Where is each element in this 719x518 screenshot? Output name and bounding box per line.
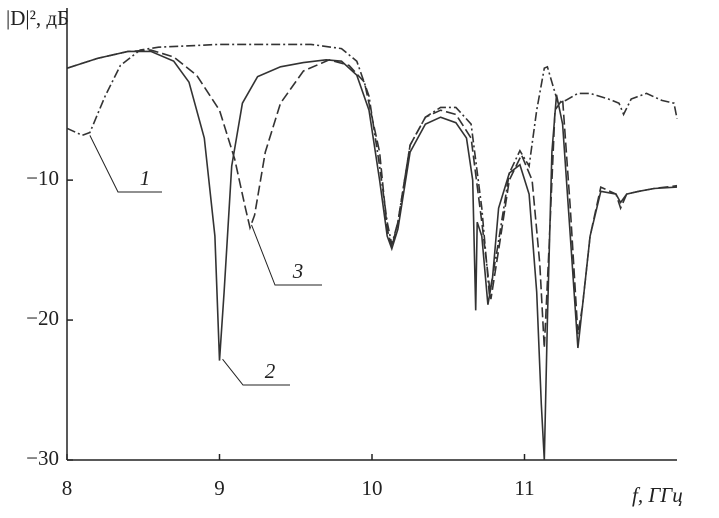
x-tick-label: 9 (214, 476, 225, 500)
x-axis-label: f, ГГц (632, 483, 683, 507)
x-tick-label: 10 (362, 476, 383, 500)
y-axis-label: |D|², дБ (6, 6, 69, 30)
series-label: 1 (140, 166, 151, 190)
y-tick-label: −20 (26, 306, 59, 330)
callout-leader (251, 224, 322, 286)
series-line (66, 49, 678, 349)
x-tick-label: 11 (514, 476, 534, 500)
series-label: 2 (265, 359, 276, 383)
y-tick-label: −10 (26, 166, 59, 190)
series-line (66, 43, 678, 296)
series-line (66, 50, 678, 461)
series-label: 3 (292, 259, 304, 283)
y-tick-label: −30 (26, 446, 59, 470)
x-tick-label: 8 (62, 476, 73, 500)
callout-leader (89, 135, 162, 193)
callout-leader (222, 358, 290, 386)
